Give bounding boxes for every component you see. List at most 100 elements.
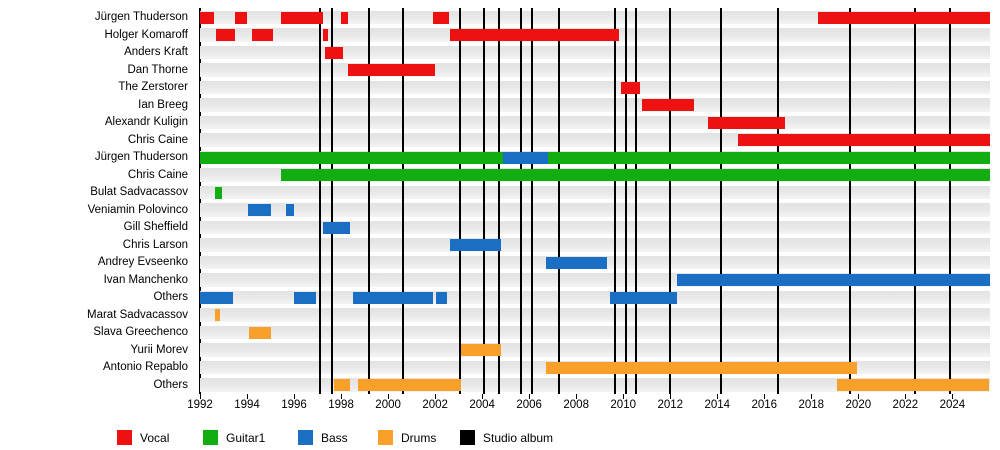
tenure-bar-drums — [837, 379, 989, 391]
row-track — [200, 238, 990, 252]
studio-album-line — [530, 8, 533, 394]
studio-album-line — [557, 8, 560, 394]
axis-tick-label: 2008 — [563, 399, 589, 411]
row-track — [200, 45, 990, 59]
axis-tick-label: 1996 — [281, 399, 307, 411]
tenure-bar-drums — [357, 379, 461, 391]
tenure-bar-bass — [248, 204, 271, 216]
axis-tick-label: 2020 — [845, 399, 872, 411]
tenure-bar-bass — [503, 151, 548, 164]
axis-tick-label: 2006 — [516, 399, 542, 411]
studio-album-line — [458, 8, 461, 394]
axis-tick — [670, 394, 672, 399]
tenure-bar-drums — [249, 326, 271, 339]
member-name: Alexandr Kuligin — [104, 116, 188, 128]
tenure-bar-vocal — [251, 29, 273, 41]
legend: Vocal Guitar1 Bass Drums Studio album — [0, 429, 1000, 449]
studio-album-line — [849, 8, 852, 394]
axis-tick-label: 2000 — [375, 399, 401, 411]
tenure-bar-bass — [285, 204, 295, 216]
axis-tick-label: 2018 — [798, 399, 825, 411]
legend-label: Studio album — [483, 431, 554, 445]
tenure-bar-bass — [610, 291, 678, 304]
tenure-bar-drums — [545, 361, 858, 374]
axis-tick-label: 2022 — [892, 399, 919, 411]
x-axis: 1992 1994 1996 1998 2000 2002 2004 2006 2008 2010… — [187, 394, 1000, 416]
member-name: Ian Breeg — [138, 98, 188, 111]
member-name: Jürgen Thuderson — [94, 11, 188, 23]
member-name: Veniamin Polovinco — [87, 203, 188, 216]
axis-tick-label: 1998 — [328, 399, 354, 411]
studio-album-line — [635, 8, 638, 394]
tenure-bar-drums — [460, 344, 501, 356]
tenure-bar-guitar1 — [215, 186, 223, 199]
tenure-bar-bass — [436, 291, 447, 304]
member-name: The Zerstorer — [118, 81, 188, 93]
tenure-bar-vocal — [450, 29, 619, 41]
legend-label: Bass — [321, 431, 348, 445]
axis-tick — [294, 394, 296, 399]
axis-tick-label: 2004 — [469, 399, 495, 411]
axis-tick-label: 2024 — [939, 399, 966, 411]
studio-album-line — [368, 8, 371, 394]
tenure-bar-vocal — [348, 64, 436, 76]
tenure-bar-vocal — [818, 11, 990, 24]
tenure-bar-guitar1 — [281, 169, 990, 181]
tenure-bar-bass — [545, 256, 607, 269]
legend-swatch — [298, 430, 313, 445]
axis-tick — [858, 394, 860, 399]
member-name: Others — [153, 378, 188, 391]
tenure-bar-drums — [334, 379, 351, 391]
tenure-bar-vocal — [216, 29, 236, 41]
axis-tick — [435, 394, 437, 399]
axis-tick — [388, 394, 390, 399]
studio-album-line — [719, 8, 722, 394]
axis-tick — [341, 394, 343, 399]
tenure-bar-bass — [352, 291, 433, 304]
axis-tick-label: 1994 — [234, 399, 260, 411]
axis-tick-label: 2002 — [422, 399, 448, 411]
tenure-bar-vocal — [707, 116, 786, 129]
member-name: Anders Kraft — [124, 46, 188, 58]
legend-label: Guitar1 — [226, 431, 266, 445]
row-track — [200, 98, 990, 112]
row-track — [200, 343, 990, 357]
member-name: Holger Komaroff — [104, 28, 188, 41]
studio-album-line — [330, 8, 333, 394]
legend-swatch — [117, 430, 132, 445]
axis-tick — [717, 394, 719, 399]
member-name: Jürgen Thuderson — [94, 151, 188, 163]
studio-album-line — [949, 8, 952, 394]
axis-tick — [576, 394, 578, 399]
tenure-bar-guitar1 — [200, 151, 990, 164]
axis-tick — [811, 394, 813, 399]
member-name: Andrey Evseenko — [97, 256, 188, 268]
row-track — [200, 185, 990, 199]
tenure-bar-vocal — [200, 11, 215, 24]
tenure-bar-bass — [450, 239, 501, 251]
row-track — [200, 80, 990, 94]
member-name: Chris Larson — [122, 238, 188, 251]
studio-album-line — [777, 8, 780, 394]
studio-album-line — [318, 8, 321, 394]
studio-album-line — [669, 8, 672, 394]
tenure-bar-vocal — [324, 46, 344, 59]
axis-tick-label: 2012 — [657, 399, 684, 411]
legend-label: Drums — [401, 431, 437, 445]
axis-tick — [529, 394, 531, 399]
row-track — [200, 220, 990, 234]
plot-area — [199, 8, 990, 394]
member-name: Others — [153, 291, 188, 303]
studio-album-line — [613, 8, 616, 394]
tenure-bar-vocal — [281, 11, 324, 24]
axis-tick — [905, 394, 907, 399]
member-name: Gill Sheffield — [123, 221, 188, 233]
legend-swatch — [460, 430, 475, 445]
studio-album-line — [497, 8, 500, 394]
member-name: Slava Greechenco — [93, 326, 188, 338]
axis-tick — [764, 394, 766, 399]
member-name: Marat Sadvacassov — [87, 308, 188, 321]
axis-tick — [623, 394, 625, 399]
row-track — [200, 10, 990, 24]
